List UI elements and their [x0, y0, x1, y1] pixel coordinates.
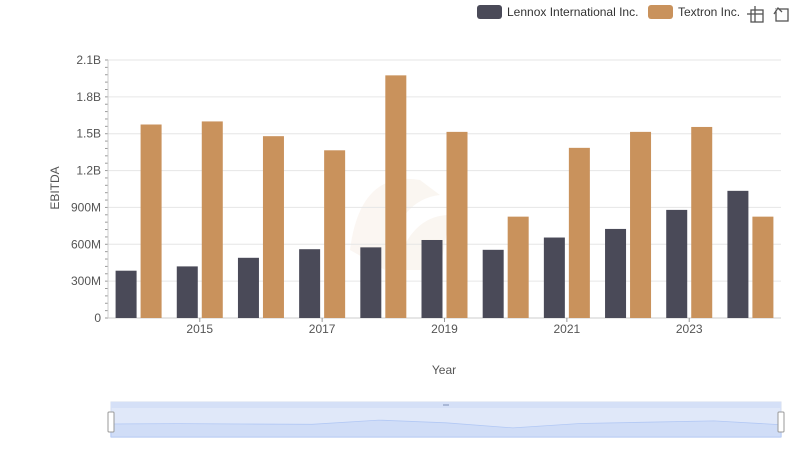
y-tick-label: 0 — [94, 311, 101, 325]
bar-lennox-2021[interactable] — [543, 237, 565, 318]
y-tick-label: 2.1B — [76, 53, 101, 67]
bar-lennox-2016[interactable] — [237, 257, 259, 318]
bar-textron-2014[interactable] — [140, 124, 162, 319]
y-tick-label: 1.2B — [76, 164, 101, 178]
x-tick-label: 2017 — [309, 322, 336, 336]
bar-lennox-2019[interactable] — [421, 239, 443, 318]
bar-textron-2016[interactable] — [262, 136, 284, 318]
bar-textron-2019[interactable] — [446, 131, 468, 318]
bar-textron-2015[interactable] — [201, 121, 223, 318]
bar-lennox-2017[interactable] — [299, 249, 321, 318]
bar-textron-2020[interactable] — [507, 216, 529, 318]
zoom-icon[interactable] — [747, 6, 764, 23]
slider-handle-left[interactable] — [107, 411, 115, 433]
bar-textron-2021[interactable] — [568, 147, 590, 318]
reset-icon[interactable] — [773, 6, 789, 22]
bar-lennox-2024[interactable] — [727, 190, 749, 318]
y-tick-label: 600M — [71, 237, 101, 251]
y-axis-title: EBITDA — [48, 166, 62, 209]
legend: Lennox International Inc. Textron Inc. — [477, 5, 740, 19]
x-tick-label: 2019 — [431, 322, 458, 336]
bar-lennox-2023[interactable] — [666, 209, 688, 318]
y-tick-label: 300M — [71, 274, 101, 288]
x-axis: 2015 2017 2019 2021 2023 — [186, 318, 703, 336]
bars — [115, 75, 774, 319]
bar-textron-2018[interactable] — [385, 75, 407, 318]
bar-lennox-2022[interactable] — [605, 228, 627, 318]
y-tick-label: 1.5B — [76, 127, 101, 141]
bar-textron-2024[interactable] — [752, 216, 774, 318]
bar-lennox-2018[interactable] — [360, 247, 382, 318]
bar-lennox-2014[interactable] — [115, 270, 137, 318]
x-tick-label: 2021 — [554, 322, 581, 336]
slider-handle-right[interactable] — [777, 411, 785, 433]
legend-swatch-lennox — [477, 5, 502, 19]
legend-label-lennox: Lennox International Inc. — [507, 5, 638, 19]
bar-lennox-2015[interactable] — [176, 266, 198, 318]
data-zoom-slider[interactable] — [107, 401, 785, 438]
x-axis-title: Year — [432, 363, 456, 377]
legend-label-textron: Textron Inc. — [678, 5, 740, 19]
y-tick-label: 900M — [71, 200, 101, 214]
x-tick-label: 2023 — [676, 322, 703, 336]
x-tick-label: 2015 — [186, 322, 213, 336]
legend-item-lennox[interactable]: Lennox International Inc. — [477, 5, 638, 19]
y-tick-label: 1.8B — [76, 90, 101, 104]
bar-lennox-2020[interactable] — [482, 249, 504, 318]
y-axis: 0 300M 600M 900M 1.2B 1.5B 1.8B 2.1B — [71, 53, 109, 325]
slider-selection — [111, 408, 781, 437]
bar-textron-2017[interactable] — [324, 150, 346, 318]
legend-swatch-textron — [648, 5, 673, 19]
legend-item-textron[interactable]: Textron Inc. — [648, 5, 740, 19]
bar-textron-2023[interactable] — [691, 126, 713, 318]
bar-textron-2022[interactable] — [630, 131, 652, 318]
